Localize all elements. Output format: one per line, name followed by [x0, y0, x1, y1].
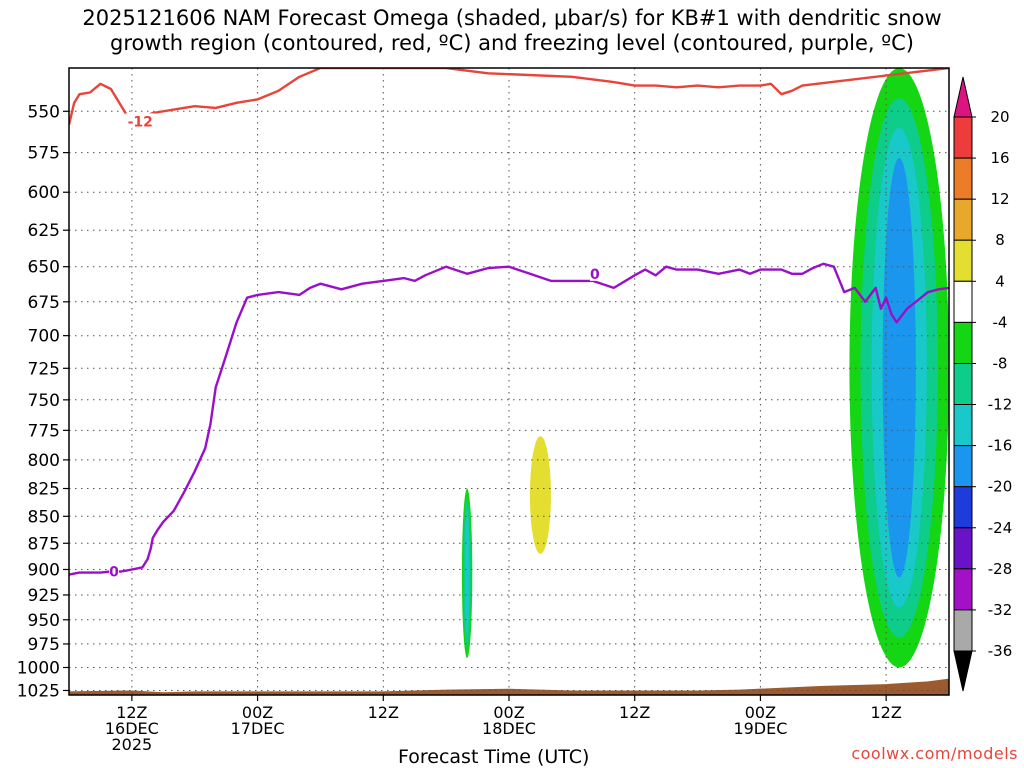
x-tick-label: 17DEC [231, 719, 285, 738]
y-tick-label: 700 [28, 327, 60, 347]
x-tick-label: 00Z [745, 703, 776, 722]
chart-title: 2025121606 NAM Forecast Omega (shaded, μ… [0, 6, 1024, 56]
x-axis-title: Forecast Time (UTC) [398, 746, 590, 768]
colorbar-band [953, 609, 973, 652]
colorbar: 20 16 12 8 4 -4 -8 -12 -16 -20 -24 -28 -32 -36 [953, 76, 1013, 692]
x-tick-label: 19DEC [733, 719, 787, 738]
colorbar-bottom-arrow [953, 650, 973, 692]
colorbar-label: -4 [993, 313, 1008, 331]
colorbar-label: -16 [988, 437, 1013, 455]
y-tick-label: 550 [28, 102, 60, 122]
y-tick-label: 925 [28, 586, 60, 606]
x-tick-label: 12Z [368, 703, 399, 722]
y-tick-label: 1000 [17, 658, 60, 678]
colorbar-band [953, 321, 973, 364]
y-tick-label: 950 [28, 611, 60, 631]
colorbar-label: -12 [988, 396, 1013, 414]
contour-freezing_level_contour [69, 262, 949, 576]
y-tick-label: 775 [28, 421, 60, 441]
x-tick-label: 12Z [619, 703, 650, 722]
credit-link[interactable]: coolwx.com/models [851, 744, 1018, 763]
y-tick-label: 600 [28, 183, 60, 203]
y-tick-label: 675 [28, 293, 60, 313]
colorbar-band [953, 239, 973, 282]
colorbar-label: -32 [988, 601, 1013, 619]
x-tick-label: 12Z [116, 703, 147, 722]
colorbar-label: -28 [988, 560, 1013, 578]
omega-band-2-3 [882, 157, 916, 578]
grid-layer [69, 68, 949, 695]
x-tick-label: 16DEC [105, 719, 159, 738]
contour-label-freezing_level_contour: 0 [590, 267, 600, 283]
y-tick-label: 1025 [17, 681, 60, 701]
x-tick-label: 00Z [493, 703, 524, 722]
y-axis: 550 575 600 625 650 675 700 725 750 775 800 825 850 8… [17, 102, 69, 701]
colorbar-band [953, 404, 973, 447]
omega-shading-layer [461, 68, 949, 668]
contour-layer [69, 68, 949, 576]
colorbar-label: 16 [990, 149, 1009, 167]
x-tick-label: 2025 [111, 735, 152, 754]
contour-label-bg [109, 563, 120, 579]
y-tick-label: 800 [28, 451, 60, 471]
colorbar-band [953, 568, 973, 611]
y-tick-label: 825 [28, 480, 60, 500]
colorbar-band [953, 363, 973, 406]
y-tick-label: 650 [28, 258, 60, 278]
colorbar-band [953, 198, 973, 241]
colorbar-top-arrow [953, 76, 973, 118]
colorbar-band [953, 445, 973, 488]
colorbar-label: 4 [995, 272, 1005, 290]
title-line-1: 2025121606 NAM Forecast Omega (shaded, μ… [82, 6, 942, 30]
colorbar-label: 12 [990, 190, 1009, 208]
y-tick-label: 750 [28, 391, 60, 411]
omega-band-0-2 [464, 510, 470, 637]
x-tick-label: 00Z [242, 703, 273, 722]
y-tick-label: 875 [28, 534, 60, 554]
colorbar-band [953, 486, 973, 529]
x-tick-label: 18DEC [482, 719, 536, 738]
y-tick-label: 850 [28, 507, 60, 527]
omega-band-1 [529, 436, 551, 554]
contour-labels: -12 0 0 [109, 113, 600, 581]
y-tick-label: 725 [28, 359, 60, 379]
colorbar-band [953, 116, 973, 159]
colorbar-band [953, 527, 973, 570]
colorbar-band [953, 157, 973, 200]
colorbar-label: 8 [995, 231, 1005, 249]
colorbar-label: -20 [988, 478, 1013, 496]
contour-label-freezing_level_contour: 0 [109, 565, 119, 581]
colorbar-label: -36 [988, 642, 1013, 660]
contour-label-bg [125, 113, 156, 129]
colorbar-label: 20 [990, 108, 1009, 126]
y-tick-label: 625 [28, 221, 60, 241]
contour-label-dendritic_snow_growth_contour: -12 [128, 114, 153, 130]
contour-dendritic_snow_growth_contour [69, 68, 949, 125]
x-tick-label: 12Z [870, 703, 901, 722]
contour-label-bg [589, 265, 600, 281]
y-tick-label: 900 [28, 560, 60, 580]
colorbar-label: -8 [993, 354, 1008, 372]
title-line-2: growth region (contoured, red, ºC) and f… [110, 31, 914, 55]
colorbar-label: -24 [988, 519, 1013, 537]
y-tick-label: 975 [28, 635, 60, 655]
y-tick-label: 575 [28, 144, 60, 164]
colorbar-band [953, 280, 973, 323]
